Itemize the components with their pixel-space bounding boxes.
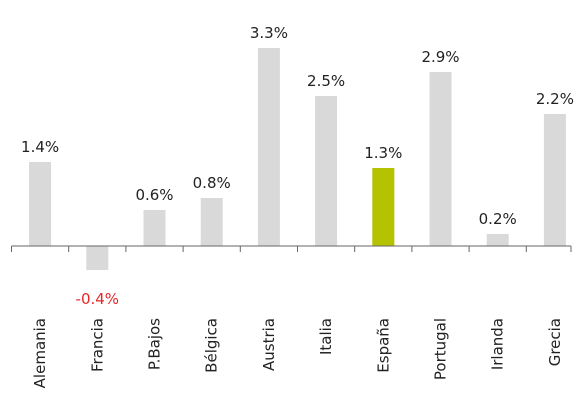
x-tick-label: Italia bbox=[317, 318, 335, 355]
x-tick-label: Francia bbox=[88, 318, 106, 372]
value-label: 1.3% bbox=[364, 144, 402, 162]
value-label: 2.2% bbox=[536, 90, 574, 108]
bar bbox=[486, 234, 509, 246]
value-label: 0.8% bbox=[193, 174, 231, 192]
value-label: 3.3% bbox=[250, 24, 288, 42]
x-tick-label: Grecia bbox=[546, 318, 564, 366]
x-tick-label: Austria bbox=[260, 318, 278, 371]
x-tick-label: Bélgica bbox=[203, 318, 221, 373]
x-tick-label: P.Bajos bbox=[146, 318, 164, 370]
x-tick-label: Alemania bbox=[31, 318, 49, 388]
value-label: 0.2% bbox=[479, 210, 517, 228]
bar bbox=[200, 198, 223, 246]
bar bbox=[29, 162, 52, 246]
value-label: 1.4% bbox=[21, 138, 59, 156]
value-label: 2.5% bbox=[307, 72, 345, 90]
bar bbox=[429, 72, 452, 246]
bar bbox=[86, 246, 109, 270]
bar bbox=[257, 48, 280, 246]
x-tick-label: España bbox=[374, 318, 392, 373]
bar bbox=[543, 114, 566, 246]
value-label: -0.4% bbox=[76, 290, 120, 308]
x-tick-label: Irlanda bbox=[489, 318, 507, 370]
value-label: 0.6% bbox=[135, 186, 173, 204]
bar bbox=[143, 210, 166, 246]
value-label: 2.9% bbox=[421, 48, 459, 66]
bar bbox=[372, 168, 395, 246]
bar bbox=[315, 96, 338, 246]
x-tick-label: Portugal bbox=[432, 318, 450, 380]
